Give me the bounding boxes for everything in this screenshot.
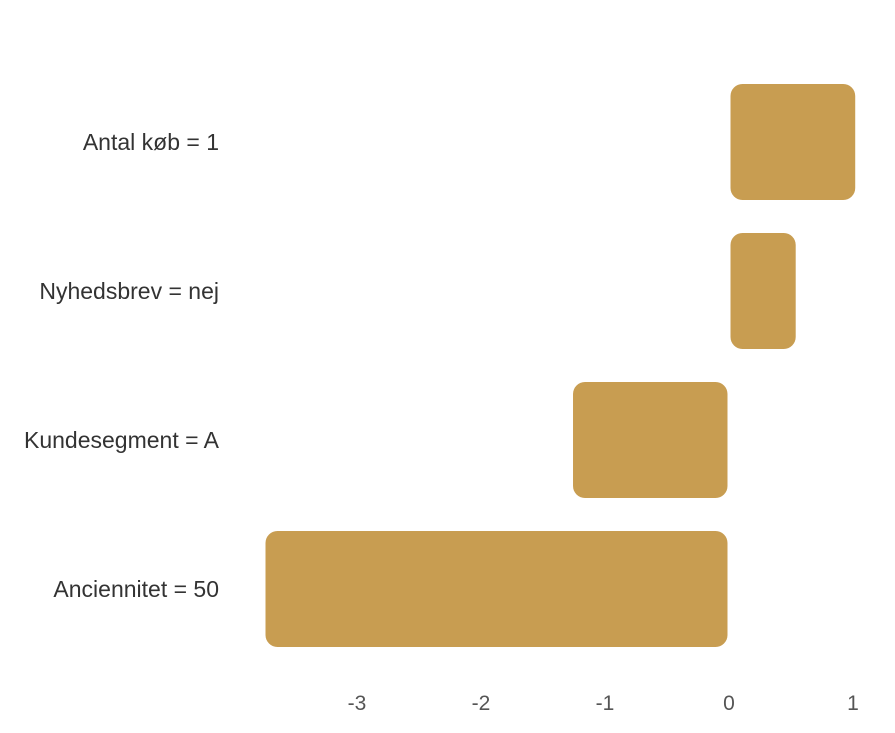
category-label-1: Nyhedsbrev = nej [39, 278, 219, 304]
bar-1 [730, 233, 796, 349]
x-axis-tick-labels: -3 -2 -1 0 1 [348, 692, 859, 715]
category-labels: Antal køb = 1 Nyhedsbrev = nej Kundesegmen… [24, 129, 220, 602]
bar-2 [573, 382, 728, 498]
bar-0 [730, 84, 856, 200]
bar-3 [265, 531, 728, 647]
x-tick-label-0: -3 [348, 692, 367, 715]
x-tick-label-3: 0 [723, 692, 735, 715]
x-tick-label-2: -1 [596, 692, 615, 715]
category-label-3: Anciennitet = 50 [53, 576, 219, 602]
x-tick-label-1: -2 [472, 692, 491, 715]
category-label-2: Kundesegment = A [24, 427, 220, 453]
category-label-0: Antal køb = 1 [83, 129, 219, 155]
bars-group [265, 84, 856, 647]
x-tick-label-4: 1 [847, 692, 859, 715]
